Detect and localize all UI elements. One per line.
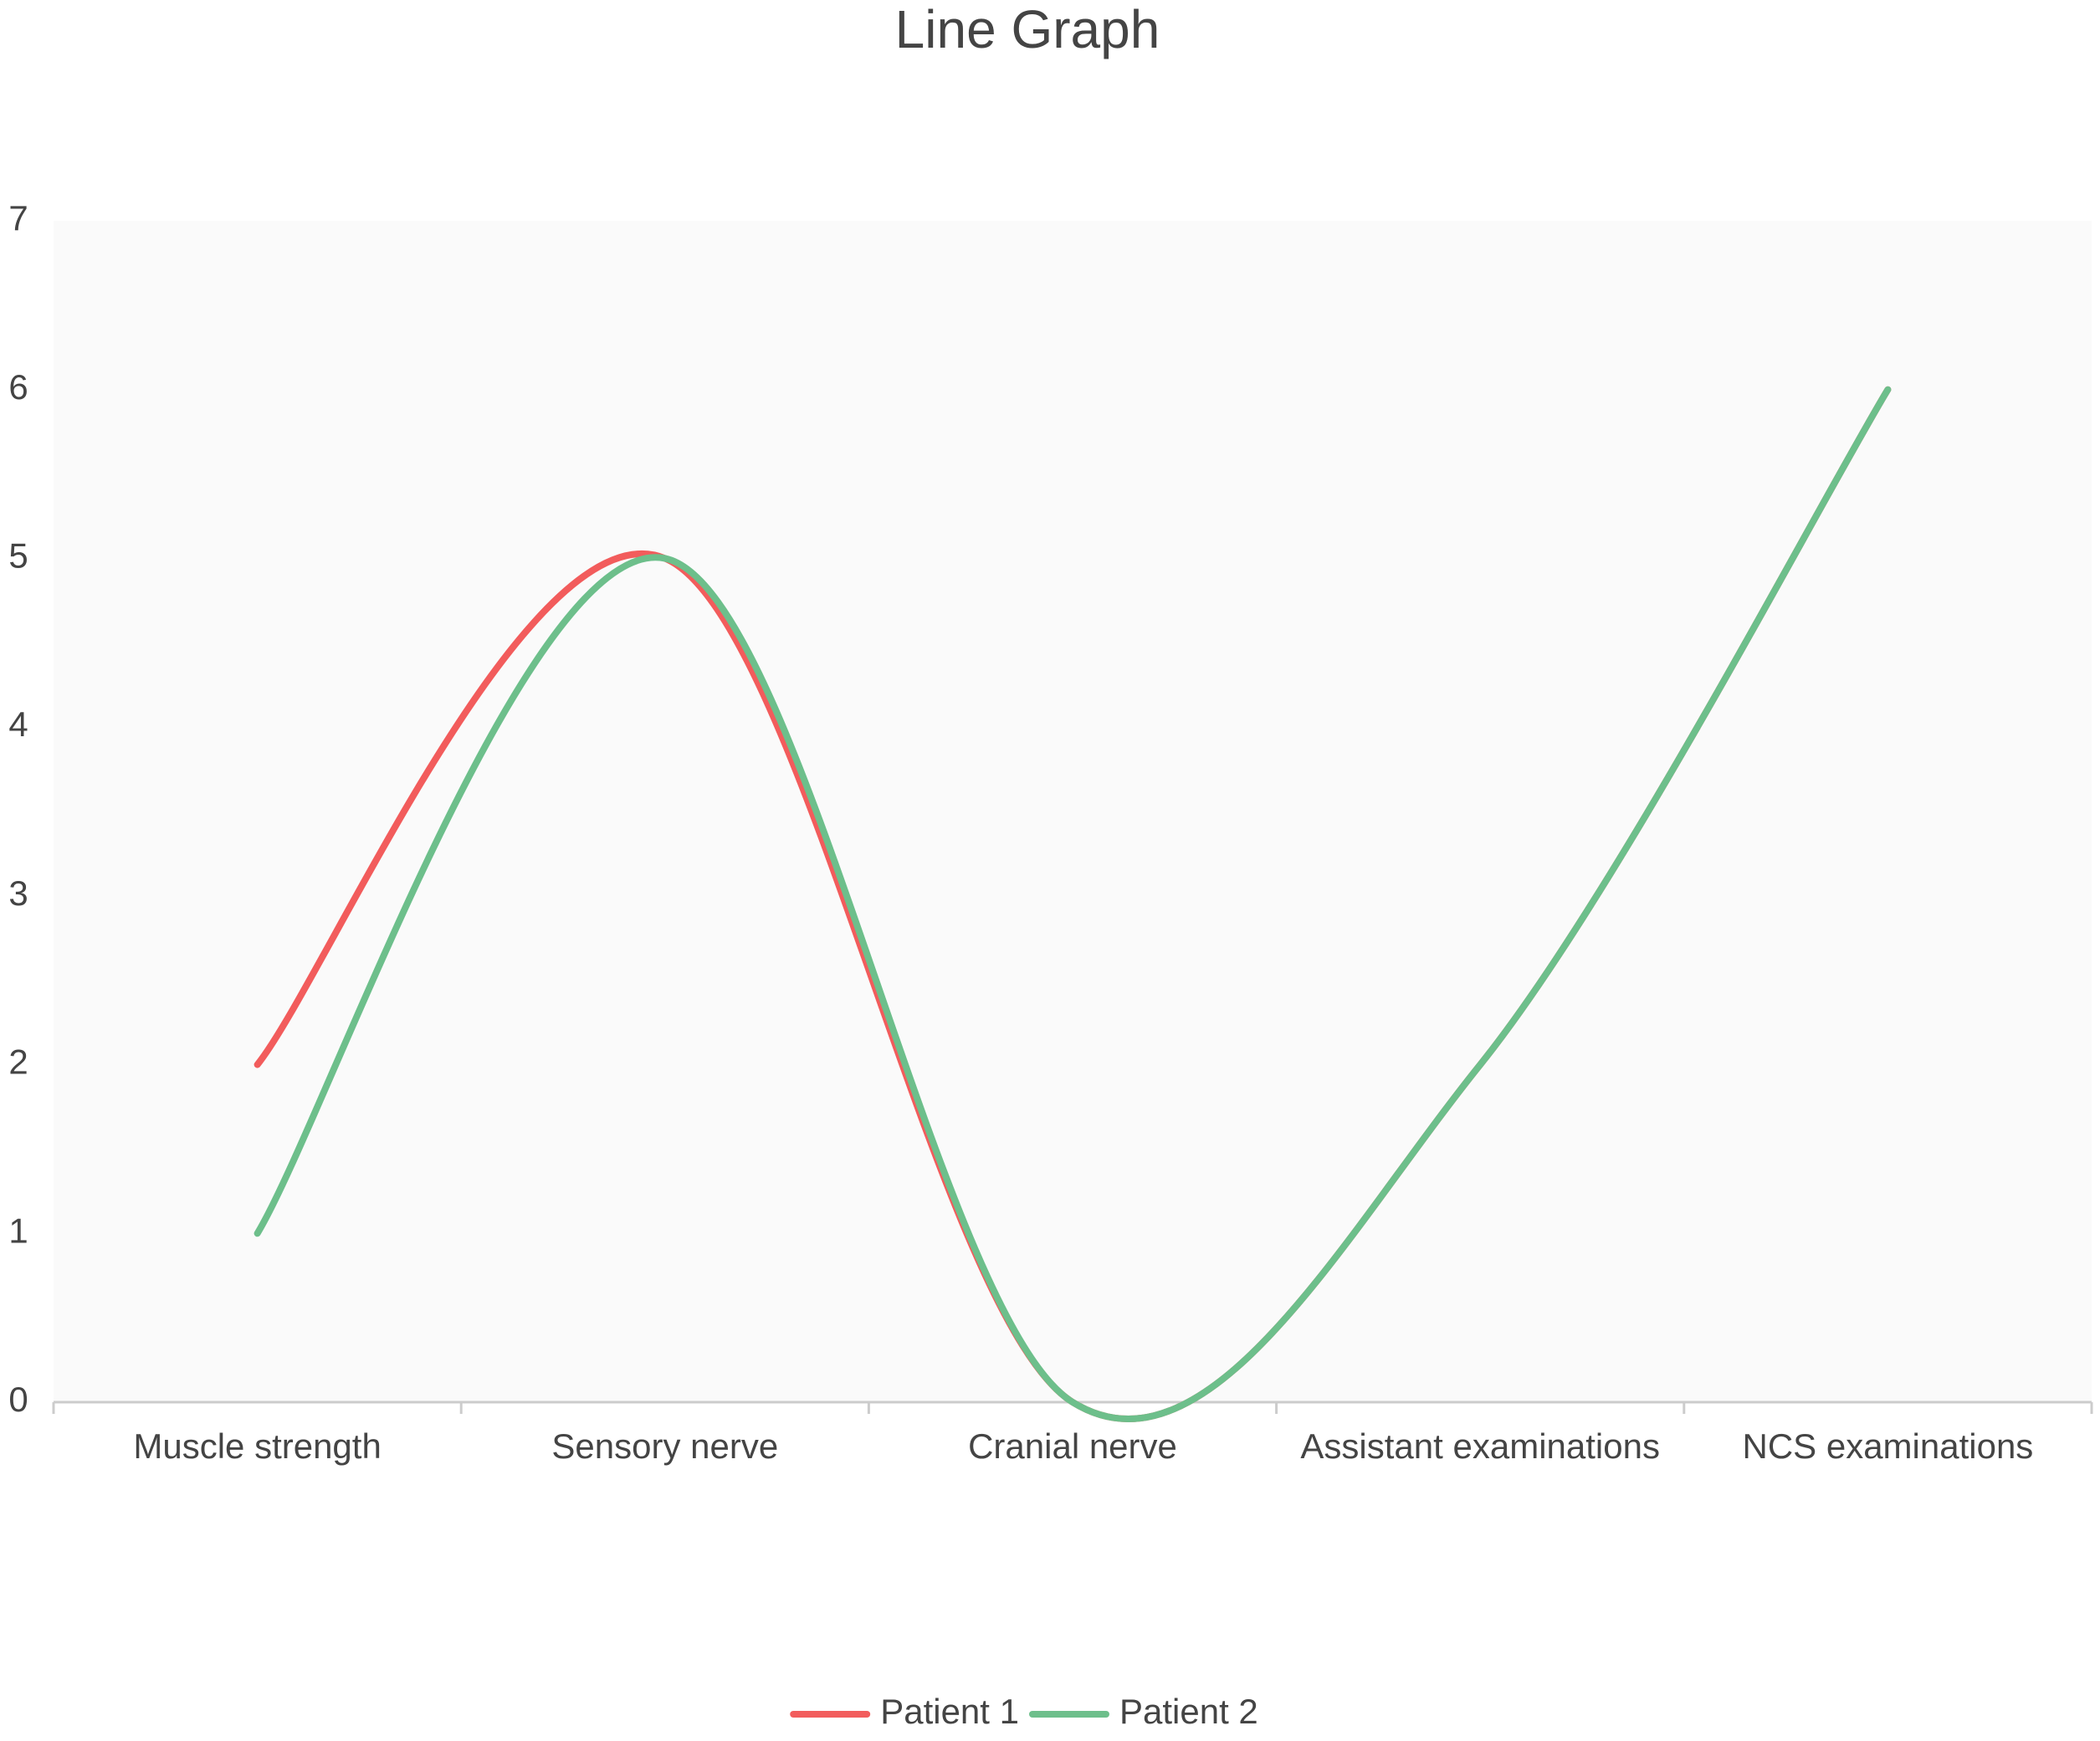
y-tick-label: 7 bbox=[8, 198, 28, 238]
x-tick-label: Sensory nerve bbox=[551, 1426, 778, 1466]
y-tick-label: 4 bbox=[8, 704, 28, 744]
legend-label: Patient 1 bbox=[880, 1692, 1019, 1731]
x-tick-label: NCS examinations bbox=[1742, 1426, 2033, 1466]
x-tick-label: Muscle strength bbox=[133, 1426, 381, 1466]
series-line bbox=[254, 386, 1892, 1423]
x-tick-label: Assistant examinations bbox=[1300, 1426, 1660, 1466]
y-tick-label: 6 bbox=[8, 367, 28, 407]
chart-title: Line Graph bbox=[895, 0, 1160, 59]
plot-area bbox=[54, 221, 2092, 1402]
x-tick-label: Cranial nerve bbox=[968, 1426, 1177, 1466]
legend-label: Patient 2 bbox=[1119, 1692, 1258, 1731]
y-tick-label: 3 bbox=[8, 873, 28, 913]
y-tick-label: 5 bbox=[8, 536, 28, 576]
y-tick-label: 0 bbox=[8, 1380, 28, 1419]
y-tick-label: 1 bbox=[8, 1211, 28, 1250]
y-tick-label: 2 bbox=[8, 1042, 28, 1082]
